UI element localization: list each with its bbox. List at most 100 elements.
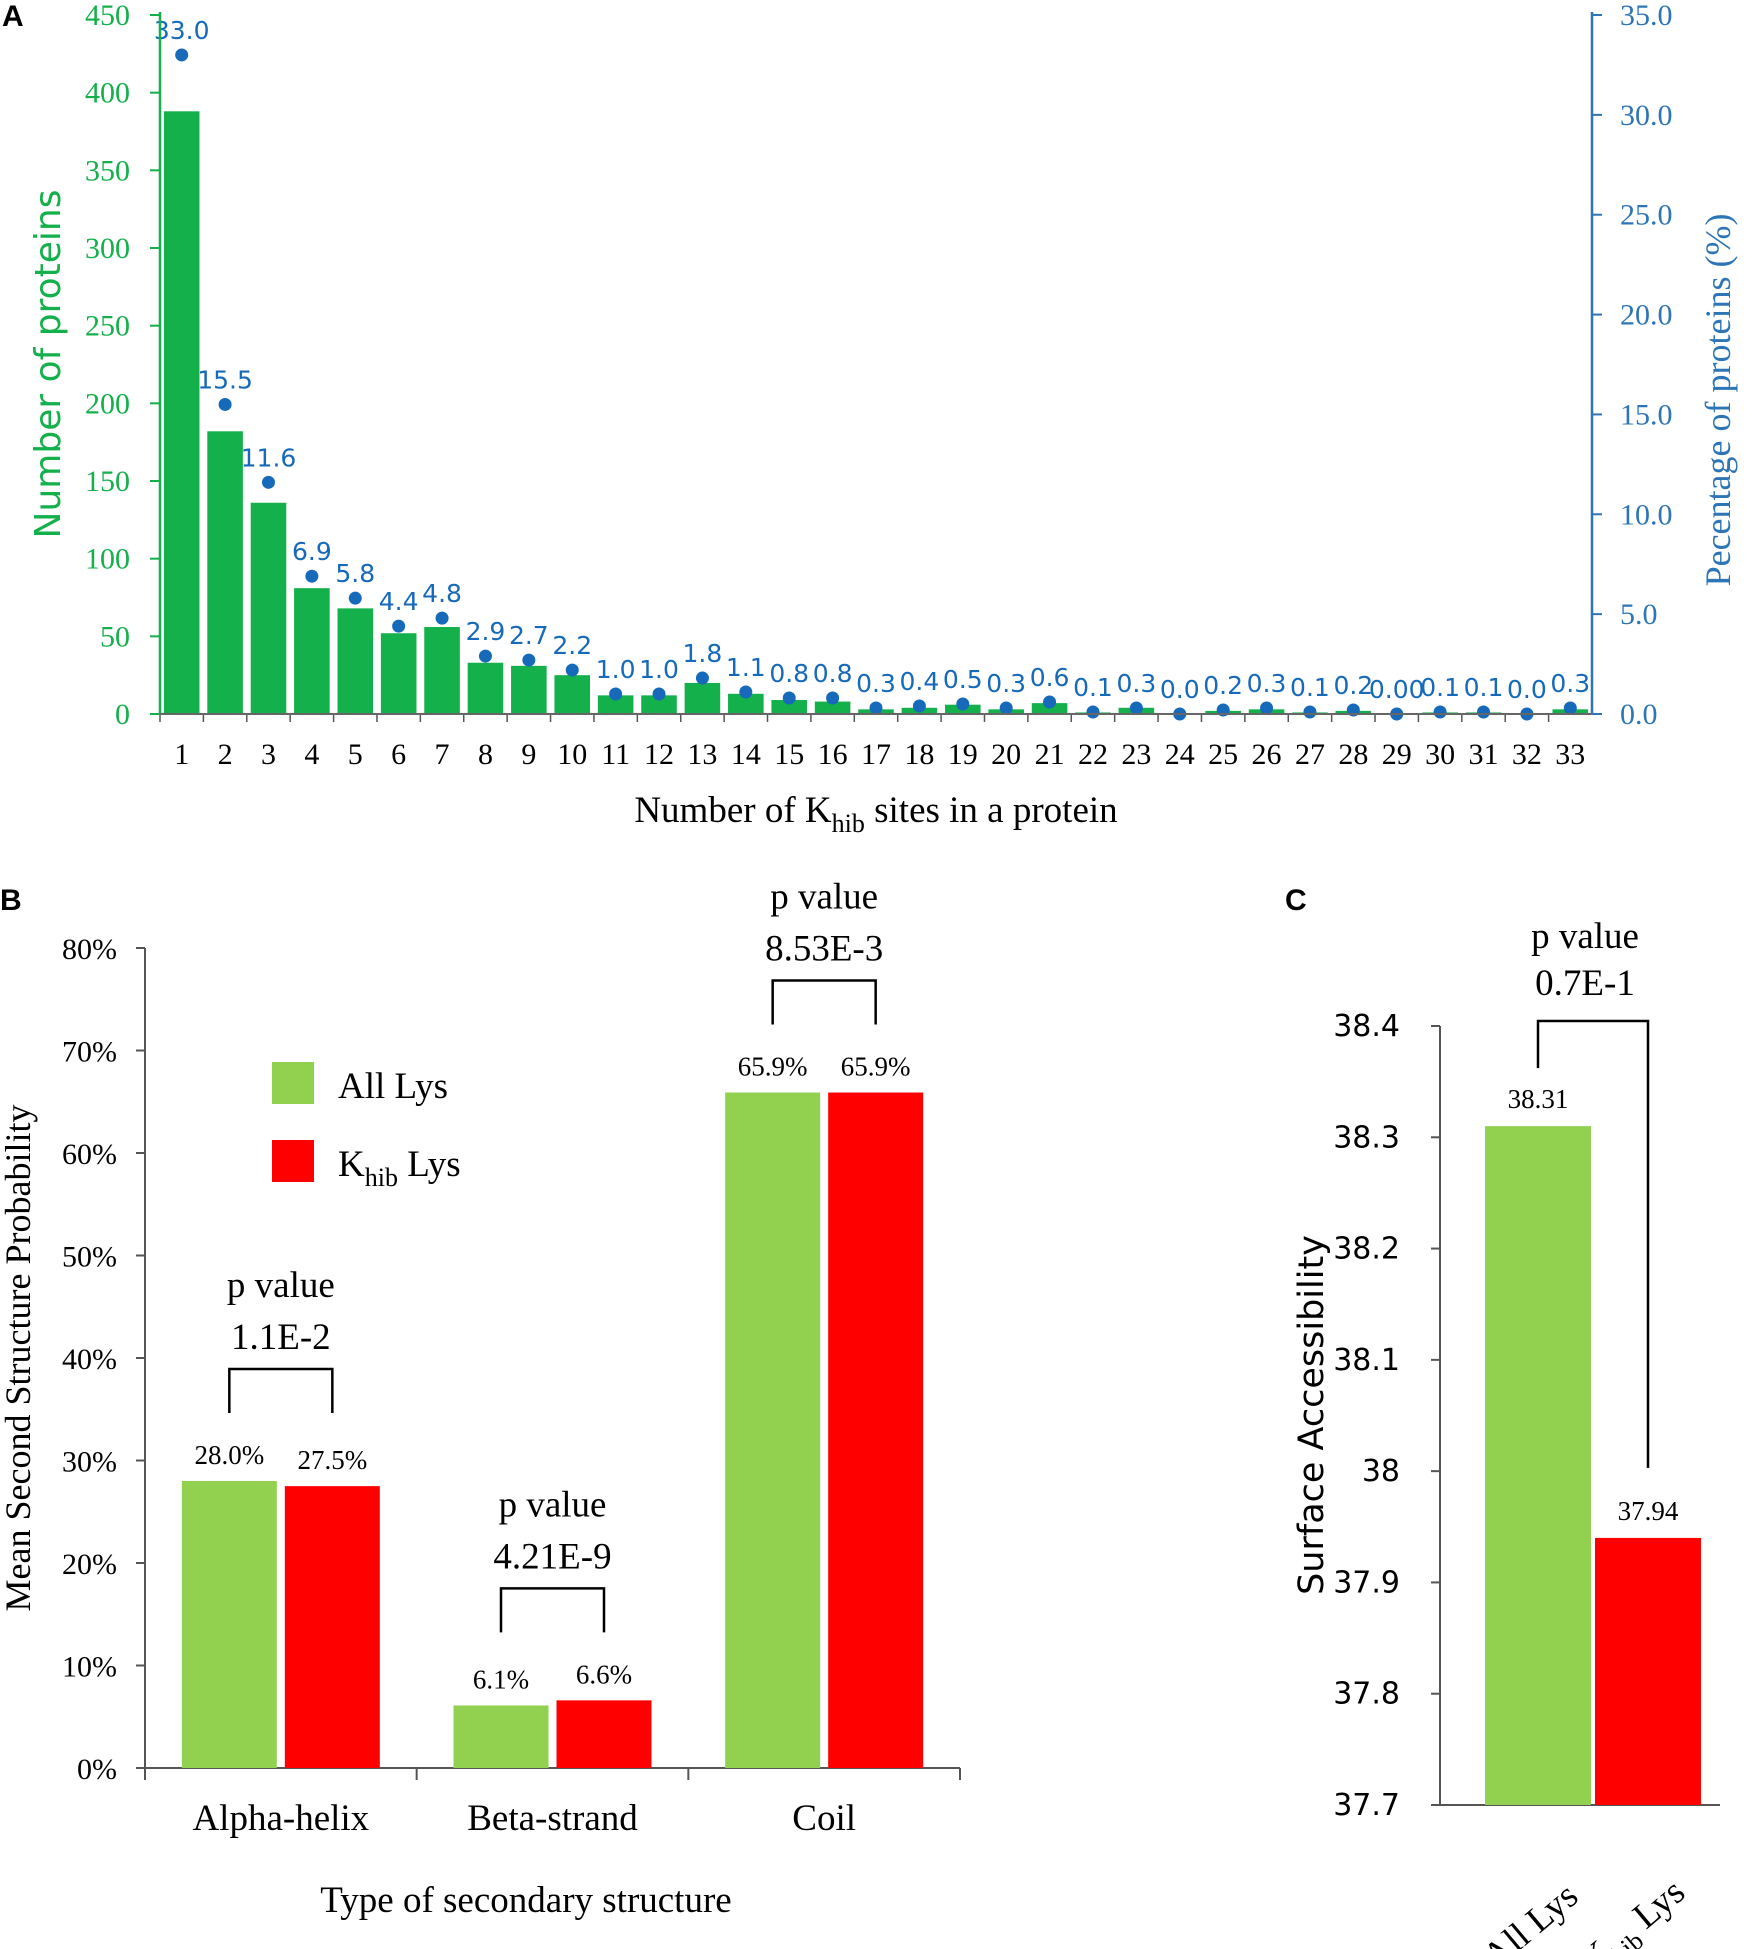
panel-a-x-title-sub: hib	[832, 809, 865, 838]
dot-label-28: 0.2	[1333, 671, 1373, 700]
dot-label-31: 0.1	[1464, 673, 1504, 702]
panel-c-y-tick-38.1: 38.1	[1333, 1343, 1400, 1378]
left-tick-label-250: 250	[85, 310, 130, 343]
x-tick-18: 18	[904, 738, 934, 771]
right-tick-label-0.0: 0.0	[1620, 698, 1658, 731]
bar-count-8	[467, 662, 504, 714]
x-tick-23: 23	[1121, 738, 1151, 771]
panel-b-chart: 0% 10% 20% 30% 40% 50% 60% 70% 80% 28.0% 27.5% 6.1…	[0, 877, 961, 1921]
x-tick-25: 25	[1208, 738, 1238, 771]
x-tick-5: 5	[348, 738, 363, 771]
panel-c-bars	[1485, 1126, 1701, 1805]
panel-c-y-tick-38.2: 38.2	[1333, 1232, 1400, 1267]
panel-c-y-axis-title: Surface Accessibility	[1292, 1235, 1332, 1595]
dot-label-23: 0.3	[1116, 669, 1156, 698]
x-tick-24: 24	[1165, 738, 1195, 771]
x-tick-21: 21	[1035, 738, 1065, 771]
bar-count-3	[250, 502, 287, 714]
legend-label-all-lys: All Lys	[338, 1066, 448, 1107]
panel-c-y-tick-37.7: 37.7	[1333, 1788, 1400, 1823]
bar-count-15	[771, 700, 808, 714]
x-tick-30: 30	[1425, 738, 1455, 771]
x-tick-1: 1	[174, 738, 189, 771]
panel-c-value-label: 37.94	[1618, 1496, 1679, 1526]
panel-c-y-tick-38.3: 38.3	[1333, 1120, 1400, 1155]
dot-percent-15	[782, 691, 796, 705]
dot-label-5: 5.8	[335, 559, 375, 588]
panel-b-value-label: 6.1%	[473, 1664, 529, 1694]
panel-a-right-tick-labels: 0.0 5.0 10.0 15.0 20.0 25.0 30.0 35.0	[1620, 0, 1673, 731]
x-tick-26: 26	[1252, 738, 1282, 771]
right-tick-label-20.0: 20.0	[1620, 299, 1673, 332]
left-tick-label-400: 400	[85, 77, 130, 110]
bar-count-7	[424, 627, 460, 714]
panel-b-p-value-annotations: 1.1E-2 p value 4.21E-9 p value 8.53E-3 p valu…	[227, 877, 883, 1633]
dot-percent-18	[912, 699, 926, 713]
left-tick-label-150: 150	[85, 465, 130, 498]
dot-percent-3	[261, 475, 275, 489]
panel-b-value-label: 65.9%	[738, 1052, 808, 1082]
legend-swatch-khib-lys	[272, 1140, 314, 1182]
bar-count-13	[684, 682, 721, 714]
panel-c-y-tick-labels: 37.7 37.8 37.9 38 38.1 38.2 38.3 38.4	[1333, 1009, 1400, 1823]
x-tick-27: 27	[1295, 738, 1325, 771]
panel-b-bars	[181, 1092, 924, 1768]
bar-count-2	[207, 431, 243, 714]
right-tick-label-30.0: 30.0	[1620, 99, 1673, 132]
panel-b-value-label: 65.9%	[841, 1052, 911, 1082]
dot-label-14: 1.1	[726, 653, 766, 682]
dot-label-6: 4.4	[379, 587, 419, 616]
x-tick-22: 22	[1078, 738, 1108, 771]
x-tick-7: 7	[435, 738, 450, 771]
dot-label-10: 2.2	[552, 631, 592, 660]
panel-b-x-tick-beta-strand: Beta-strand	[467, 1798, 638, 1839]
bar-count-1	[163, 111, 200, 715]
dot-percent-10	[565, 663, 579, 677]
panel-c-chart: 37.7 37.8 37.9 38 38.1 38.2 38.3 38.4 38.31 37.9…	[1292, 916, 1720, 1949]
panel-b-p-bracket	[228, 1367, 334, 1413]
dot-percent-20	[999, 701, 1013, 715]
panel-b-y-tick-70%: 70%	[62, 1036, 117, 1069]
panel-b-value-label: 6.6%	[576, 1659, 632, 1689]
panel-c-p-value: 0.7E-1	[1535, 963, 1635, 1004]
x-tick-13: 13	[687, 738, 717, 771]
dot-percent-9	[522, 653, 536, 667]
x-tick-29: 29	[1382, 738, 1412, 771]
dot-label-3: 11.6	[241, 443, 297, 472]
panel-a-bars	[163, 111, 1589, 715]
panel-c-x-tick-all-lys: All Lys	[1475, 1875, 1586, 1949]
legend-swatch-all-lys	[272, 1062, 314, 1104]
dot-label-7: 4.8	[422, 579, 462, 608]
panel-b-y-tick-10%: 10%	[62, 1651, 117, 1684]
panel-b-bar-all-lys-alpha-helix	[181, 1481, 277, 1768]
panel-c-x-tick-khib-lys: Khib Lys	[1572, 1871, 1697, 1949]
dot-label-18: 0.4	[900, 667, 940, 696]
dot-percent-19	[956, 697, 970, 711]
x-tick-9: 9	[521, 738, 536, 771]
x-tick-12: 12	[644, 738, 674, 771]
panel-b-x-axis-title: Type of secondary structure	[320, 1880, 731, 1921]
right-tick-label-5.0: 5.0	[1620, 598, 1658, 631]
panel-a-x-title-main: Number of K	[634, 790, 832, 831]
panel-b-p-value: 4.21E-9	[493, 1536, 611, 1577]
dot-label-22: 0.1	[1073, 673, 1113, 702]
x-tick-16: 16	[818, 738, 848, 771]
panel-a-dots	[175, 48, 1577, 721]
dot-label-17: 0.3	[856, 669, 896, 698]
dot-label-12: 1.0	[639, 655, 679, 684]
dot-percent-33	[1563, 701, 1577, 715]
dot-percent-23	[1129, 701, 1143, 715]
panel-a-chart: 33.015.511.66.95.84.4 4.82.9 2.7 2.21.0 1.01…	[28, 0, 1738, 838]
panel-b-axes	[136, 947, 961, 1780]
panel-b-x-tick-alpha-helix: Alpha-helix	[192, 1798, 369, 1839]
bar-count-10	[554, 675, 591, 714]
panel-c-p-label: p value	[1531, 916, 1639, 957]
x-tick-20: 20	[991, 738, 1021, 771]
panel-b-x-tick-coil: Coil	[792, 1798, 856, 1839]
dot-percent-22	[1086, 705, 1100, 719]
dot-label-19: 0.5	[943, 665, 983, 694]
panel-a-left-tick-labels: 0 50 100 150 200 250 300 350 400 450	[85, 0, 130, 731]
dot-label-21: 0.6	[1030, 663, 1070, 692]
dot-label-20: 0.3	[986, 669, 1026, 698]
